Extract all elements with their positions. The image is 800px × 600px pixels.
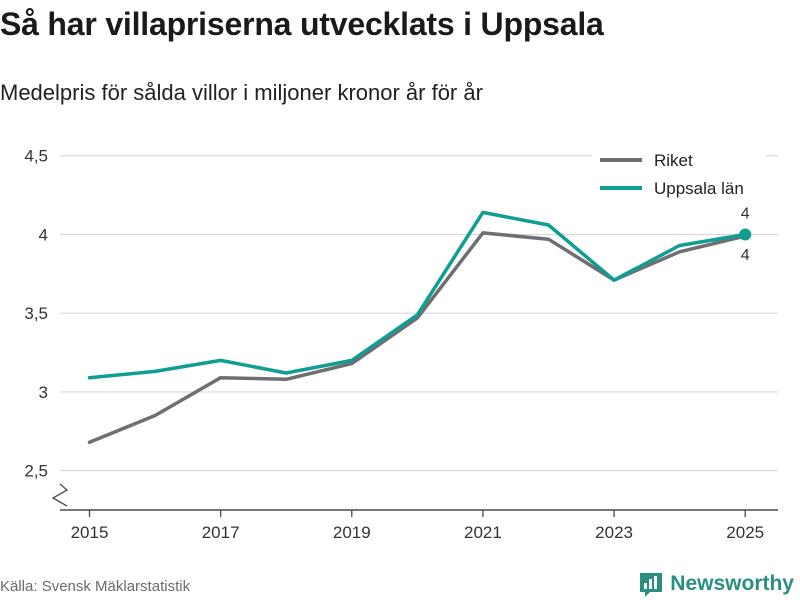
brand-name: Newsworthy bbox=[670, 572, 794, 595]
data-label-uppsala: 4 bbox=[741, 205, 750, 222]
x-tick-label: 2017 bbox=[202, 523, 240, 542]
legend: Riket Uppsala län bbox=[592, 146, 766, 206]
axes: 2,5 3 3,5 4 4,5 2015 2017 2019 2021 2023 2025 bbox=[24, 147, 778, 542]
data-label-riket: 4 bbox=[741, 247, 750, 264]
x-tick-label: 2015 bbox=[71, 523, 109, 542]
x-tick-label: 2023 bbox=[595, 523, 633, 542]
x-tick-label: 2021 bbox=[464, 523, 502, 542]
chart-subtitle: Medelpris för sålda villor i miljoner kr… bbox=[0, 80, 483, 105]
x-tick-label: 2025 bbox=[726, 523, 764, 542]
axis-break-icon bbox=[51, 483, 69, 507]
series-line-riket bbox=[87, 231, 747, 445]
y-tick-label: 2,5 bbox=[24, 462, 48, 481]
y-tick-label: 3 bbox=[39, 383, 48, 402]
y-tick-label: 4,5 bbox=[24, 147, 48, 166]
legend-label: Uppsala län bbox=[654, 179, 744, 198]
series-line-uppsala-ln bbox=[87, 210, 747, 380]
bar-chart-icon bbox=[640, 573, 663, 597]
brand-logo: Newsworthy bbox=[638, 570, 794, 598]
y-tick-label: 4 bbox=[39, 225, 48, 244]
chart-title: Så har villapriserna utvecklats i Uppsal… bbox=[0, 6, 604, 42]
end-point-marker bbox=[739, 228, 752, 241]
source-note: Källa: Svensk Mäklarstatistik bbox=[0, 578, 191, 595]
data-labels: 44 bbox=[739, 205, 752, 264]
series-lines bbox=[87, 210, 747, 445]
legend-label: Riket bbox=[654, 151, 693, 170]
x-tick-label: 2019 bbox=[333, 523, 371, 542]
y-tick-label: 3,5 bbox=[24, 304, 48, 323]
legend-background bbox=[592, 146, 766, 206]
